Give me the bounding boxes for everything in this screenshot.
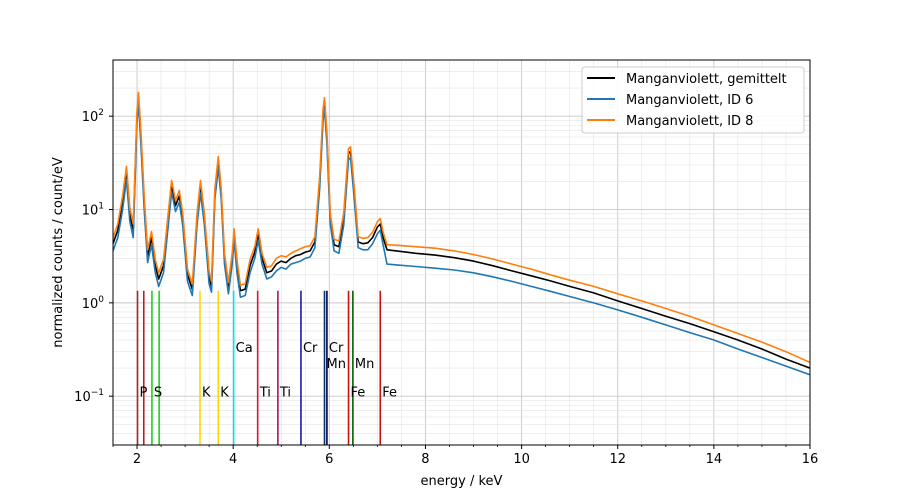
legend-entry: Manganviolett, ID 6 xyxy=(626,93,753,108)
x-tick-label: 2 xyxy=(133,452,141,467)
plot-frame xyxy=(112,59,811,446)
element-label: Ca xyxy=(236,341,253,356)
element-label: Mn xyxy=(327,357,346,372)
element-label: Fe xyxy=(382,385,397,400)
x-tick-label: 14 xyxy=(706,452,723,467)
axis-ticks: 2 4 6 8 10 12 14 16 10−1 100 101 102 xyxy=(74,108,818,467)
series-line xyxy=(113,101,810,376)
element-label: K xyxy=(220,385,229,400)
legend-entry: Manganviolett, ID 8 xyxy=(626,114,753,129)
y-axis-label: normalized counts / count/eV xyxy=(51,157,66,348)
y-tick-label: 101 xyxy=(82,202,104,219)
element-label: K xyxy=(202,385,211,400)
x-tick-label: 16 xyxy=(802,452,819,467)
y-tick-label: 10−1 xyxy=(74,388,104,405)
legend-box xyxy=(581,66,805,134)
series-line xyxy=(113,91,810,364)
element-lines xyxy=(136,290,382,445)
legend: Manganviolett, gemittelt Manganviolett, I… xyxy=(581,66,805,134)
x-tick-label: 12 xyxy=(609,452,626,467)
element-label: Fe xyxy=(351,385,366,400)
x-tick-label: 6 xyxy=(325,452,333,467)
x-tick-label: 10 xyxy=(513,452,530,467)
legend-entry: Manganviolett, gemittelt xyxy=(626,72,787,87)
x-tick-label: 4 xyxy=(229,452,237,467)
element-label: S xyxy=(154,385,162,400)
x-tick-label: 8 xyxy=(421,452,429,467)
y-tick-label: 100 xyxy=(82,295,105,312)
x-axis-label: energy / keV xyxy=(421,474,503,489)
element-label: P xyxy=(140,385,148,400)
element-label: Mn xyxy=(355,357,374,372)
element-label: Ti xyxy=(259,385,271,400)
series-lines xyxy=(113,91,810,376)
element-label: Cr xyxy=(329,341,344,356)
element-label: Ti xyxy=(279,385,291,400)
element-label: Cr xyxy=(303,341,318,356)
y-tick-label: 102 xyxy=(82,108,104,125)
